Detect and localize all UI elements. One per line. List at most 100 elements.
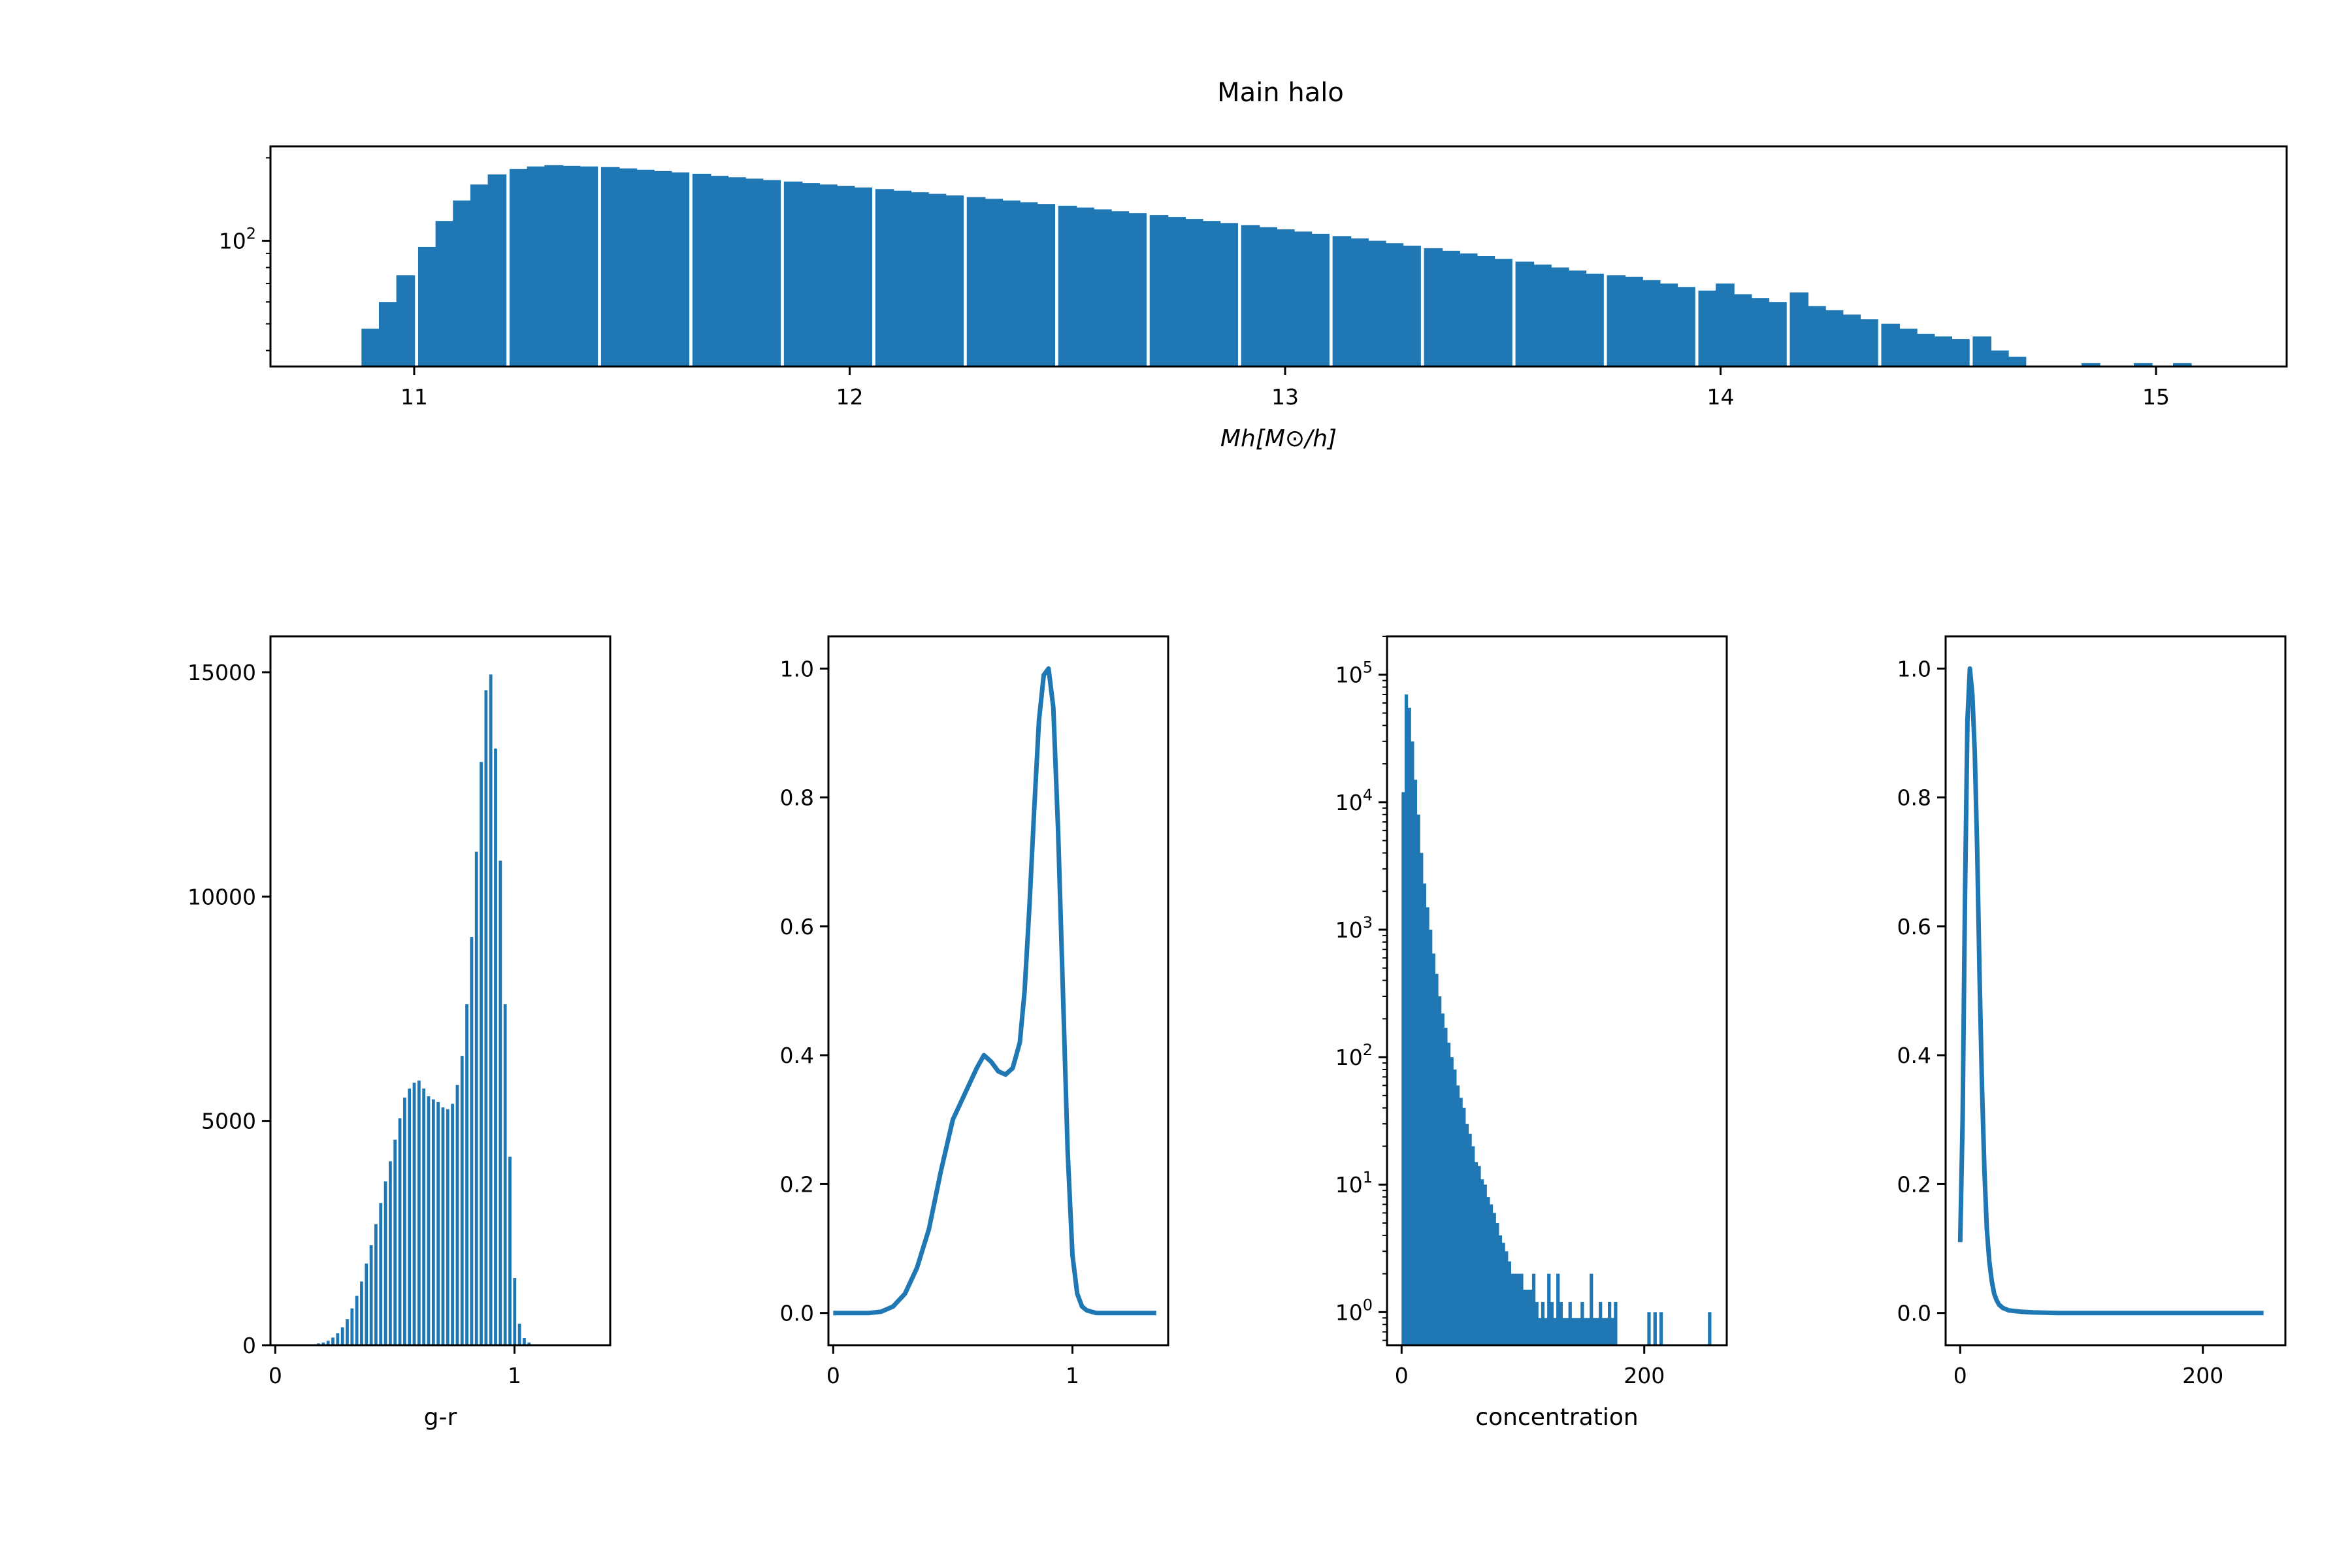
histogram-bar	[1529, 1289, 1533, 1345]
histogram-bar	[653, 171, 672, 367]
histogram-bar	[1384, 243, 1404, 367]
histogram-bar	[1477, 1166, 1481, 1345]
histogram-bar	[1733, 294, 1752, 367]
histogram-bar	[378, 302, 398, 367]
histogram-bar	[2007, 356, 2027, 367]
histogram-bar	[1859, 319, 1878, 367]
x-tick-label: 0	[1953, 1363, 1967, 1388]
histogram-bar	[1036, 204, 1056, 367]
histogram-bar	[1456, 1085, 1460, 1345]
histogram-bar	[1507, 1261, 1512, 1345]
histogram-bar	[1514, 1273, 1518, 1345]
histogram-bar	[1498, 1235, 1503, 1345]
histogram-bar	[1474, 1162, 1478, 1345]
histogram-bar	[1483, 1184, 1487, 1345]
histogram-bar	[1402, 246, 1421, 367]
histogram-bar	[1550, 267, 1569, 367]
histogram-bar	[417, 1080, 421, 1345]
histogram-bar	[1002, 200, 1021, 367]
histogram-bar	[1585, 273, 1604, 367]
histogram-bar	[441, 1107, 445, 1345]
histogram-bar	[1416, 814, 1420, 1345]
histogram-bar	[1404, 694, 1409, 1345]
y-tick-label: 1.0	[1897, 656, 1931, 681]
histogram-bar	[465, 1004, 468, 1345]
histogram-bar	[369, 1245, 373, 1345]
histogram-bar	[618, 168, 638, 367]
histogram-bar	[360, 1281, 363, 1345]
histogram-bar	[1583, 1318, 1588, 1345]
histogram-bar	[480, 762, 483, 1345]
histogram-bar	[544, 165, 563, 367]
histogram-bar	[1567, 270, 1587, 367]
histogram-bar	[801, 183, 821, 367]
y-tick-label: 0.4	[780, 1043, 814, 1068]
histogram-bar	[1541, 1301, 1545, 1345]
histogram-bar	[1431, 953, 1435, 1345]
axes-frame	[269, 635, 612, 1347]
x-tick-label: 13	[1271, 384, 1299, 410]
histogram-bar	[892, 190, 912, 367]
histogram-bar	[1276, 229, 1295, 367]
histogram-bar	[1559, 1301, 1563, 1345]
histogram-bar	[1241, 225, 1260, 367]
y-tick-label: 0.4	[1897, 1043, 1931, 1068]
concentration-histogram-panel: 0 200 100 101 102 103 104 105 concentration	[1335, 635, 1728, 1431]
histogram-bar	[2082, 363, 2100, 367]
histogram-bar	[1601, 1318, 1605, 1345]
histogram-bar	[927, 193, 947, 367]
histogram-bar	[374, 1224, 378, 1345]
histogram-bar	[744, 178, 764, 367]
histogram-bar	[1128, 213, 1147, 367]
x-tick-label: 0	[269, 1363, 282, 1388]
histogram-bar	[1624, 276, 1643, 367]
histogram-bar	[1562, 1318, 1566, 1345]
x-tick-label: 12	[836, 384, 863, 410]
histogram-bar	[474, 851, 478, 1345]
histogram-bar	[509, 169, 529, 367]
histogram-bar	[1401, 792, 1405, 1345]
histogram-bar	[1444, 1028, 1448, 1345]
histogram-bar	[1453, 1070, 1457, 1345]
histogram-bar	[1610, 1318, 1614, 1345]
histogram-bar	[417, 246, 437, 367]
histogram-bar	[494, 748, 497, 1345]
histogram-bar	[1492, 1213, 1496, 1345]
histogram-bar	[783, 181, 803, 367]
histogram-bar	[1424, 248, 1443, 367]
histogram-bar	[1458, 253, 1478, 367]
histogram-bar	[1219, 223, 1238, 367]
histogram-bar	[1501, 1243, 1505, 1345]
histogram-bar	[1446, 1042, 1451, 1345]
histogram-bar	[1520, 1273, 1524, 1345]
histogram-bar	[489, 674, 493, 1345]
histogram-bar	[487, 174, 507, 367]
y-tick-label: 104	[1335, 786, 1373, 815]
histogram-bar	[1565, 1318, 1569, 1345]
histogram-bar	[1332, 236, 1352, 367]
histogram-bar	[1489, 1204, 1494, 1345]
histogram-bar	[819, 184, 838, 367]
x-axis-label: g-r	[424, 1404, 457, 1431]
histogram-bar	[1544, 1318, 1548, 1345]
histogram-bar	[350, 1308, 354, 1345]
histogram-bar	[1676, 287, 1695, 367]
histogram-bar	[513, 1277, 517, 1345]
y-tick-label: 102	[1335, 1041, 1373, 1070]
histogram-bar	[1595, 1318, 1599, 1345]
histogram-bar	[1768, 302, 1787, 367]
y-tick-label: 0.0	[780, 1301, 814, 1326]
histogram-bar	[1577, 1318, 1581, 1345]
concentration-kde-panel: 0 200 0.0 0.2 0.4 0.6 0.8 1.0	[1897, 635, 2287, 1388]
y-tick-label: 103	[1335, 913, 1373, 943]
histogram-bar	[1149, 215, 1169, 367]
histogram-bar	[1881, 323, 1901, 367]
histogram-bar	[1450, 1057, 1454, 1345]
histogram-bar	[1972, 336, 1992, 367]
histogram-bar	[1599, 1301, 1603, 1345]
histogram-bar	[836, 186, 855, 367]
histogram-bar	[1093, 209, 1112, 367]
histogram-bar	[1659, 1312, 1663, 1345]
y-tick-label: 0	[242, 1333, 256, 1358]
